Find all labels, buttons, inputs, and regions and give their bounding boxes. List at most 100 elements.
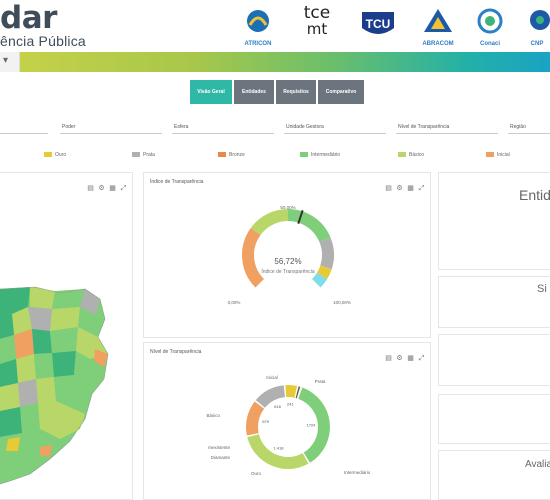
- legend-swatch: [300, 152, 308, 158]
- map-card: ▤ ⚙ ▦ ⤢: [0, 172, 133, 500]
- settings-icon[interactable]: ⚙: [98, 185, 105, 192]
- filter-label: Unidade Gestora: [286, 124, 324, 130]
- filter-esfera[interactable]: Esfera: [172, 120, 274, 136]
- cnp-logo[interactable]: CNP: [524, 6, 550, 47]
- filter-poder[interactable]: Poder: [60, 120, 162, 136]
- entities-title: Entid: [519, 187, 550, 203]
- download-icon[interactable]: ▤: [385, 185, 392, 192]
- legend-label: Intermediário: [311, 152, 341, 158]
- donut-value-label-3: 616: [274, 404, 281, 409]
- legend-item-bronze[interactable]: Bronze: [218, 152, 245, 158]
- side-card-3: [438, 334, 550, 386]
- brand-title: dar: [0, 0, 57, 36]
- tce-mt-logo[interactable]: tce mt: [294, 3, 340, 46]
- cnp-caption: CNP: [530, 41, 544, 47]
- gauge-band-4: [316, 265, 332, 280]
- legend-swatch: [132, 152, 140, 158]
- donut-slice-4[interactable]: [285, 385, 298, 398]
- filter-first[interactable]: [0, 120, 48, 136]
- conaci-caption: Conaci: [479, 41, 500, 47]
- legend-label: Inicial: [497, 152, 510, 158]
- brand-subtitle: ência Pública: [0, 33, 86, 49]
- side-card-5-title: Avalia: [525, 459, 550, 470]
- level-legend: Ouro Prata Bronze Intermediário Básico I…: [0, 150, 550, 164]
- table-icon[interactable]: ▦: [407, 355, 414, 362]
- donut-card-title: Nível de Transparência: [150, 349, 202, 355]
- menu-toggle-icon[interactable]: ▾: [0, 52, 20, 72]
- legend-item-basico[interactable]: Básico: [398, 152, 424, 158]
- legend-swatch: [486, 152, 494, 158]
- transparency-level-donut: 1724 Intermediário 1.418 Básico 679 Inicial 61…: [206, 375, 371, 476]
- expand-icon[interactable]: ⤢: [418, 185, 425, 192]
- gauge-band-5: [311, 272, 328, 288]
- header-gradient-bar: [0, 52, 550, 72]
- legend-item-prata[interactable]: Prata: [132, 152, 155, 158]
- donut-slice-6[interactable]: [297, 387, 302, 399]
- filter-bar: Poder Esfera Unidade Gestora Nível de Tr…: [0, 120, 550, 140]
- expand-icon[interactable]: ⤢: [418, 355, 425, 362]
- donut-slice-5[interactable]: [295, 386, 301, 399]
- download-icon[interactable]: ▤: [385, 355, 392, 362]
- gauge-card-title: Índice de Transparência: [150, 179, 204, 185]
- table-icon[interactable]: ▦: [109, 185, 116, 192]
- gauge-needle: [297, 210, 304, 224]
- donut-value-label-2: 679: [262, 419, 269, 424]
- donut-slice-3[interactable]: [255, 385, 285, 408]
- legend-label: Ouro: [55, 152, 67, 158]
- filter-label: Região: [510, 124, 526, 130]
- gauge-value-label: Índice de Transparência: [261, 268, 315, 275]
- download-icon[interactable]: ▤: [87, 185, 94, 192]
- filter-regiao[interactable]: Região: [508, 120, 550, 136]
- map-card-tools: ▤ ⚙ ▦ ⤢: [83, 177, 127, 192]
- tab-visao-geral[interactable]: Visão Geral: [190, 80, 232, 104]
- expand-icon[interactable]: ⤢: [120, 185, 127, 192]
- donut-category-label-1: Básico: [206, 413, 220, 418]
- legend-item-inicial[interactable]: Inicial: [486, 152, 510, 158]
- donut-category-label-0: Intermediário: [344, 470, 371, 475]
- donut-category-label-3: Prata: [315, 379, 326, 384]
- gauge-band-0: [242, 227, 265, 288]
- atricon-logo[interactable]: ATRICON: [240, 6, 276, 47]
- entities-card: Entid: [438, 172, 550, 270]
- abracom-logo[interactable]: ABRACOM: [420, 6, 456, 47]
- tab-entidades[interactable]: Entidades: [234, 80, 274, 104]
- filter-label: Poder: [62, 124, 76, 130]
- donut-value-label-4: 241: [287, 402, 294, 407]
- legend-swatch: [218, 152, 226, 158]
- tcu-text: TCU: [366, 17, 391, 31]
- conaci-logo[interactable]: Conaci: [470, 6, 510, 47]
- transparency-gauge: 56,72% Índice de Transparência 50,00% 10…: [228, 205, 351, 305]
- tab-comparativo[interactable]: Comparativo: [318, 80, 364, 104]
- donut-category-label-6: Diamante: [211, 455, 231, 460]
- gauge-tick-left: 0,00%: [228, 300, 241, 305]
- filter-label: Esfera: [174, 124, 189, 130]
- donut-card: Nível de Transparência ▤ ⚙ ▦ ⤢ 1724 Intermed…: [143, 342, 431, 500]
- donut-slice-1[interactable]: [247, 434, 309, 469]
- abracom-caption: ABRACOM: [422, 41, 454, 47]
- legend-label: Básico: [409, 152, 425, 158]
- side-card-4: [438, 394, 550, 444]
- partner-logos: ATRICON tce mt TCU ABRACOM Conaci: [238, 3, 550, 47]
- tab-requisitos[interactable]: Requisitos: [276, 80, 316, 104]
- gauge-band-3: [319, 237, 334, 270]
- municipality-map[interactable]: [0, 189, 134, 499]
- donut-slice-0[interactable]: [298, 387, 330, 463]
- settings-icon[interactable]: ⚙: [396, 185, 403, 192]
- tcu-logo[interactable]: TCU: [358, 6, 398, 46]
- side-card-5: Avalia: [438, 450, 550, 500]
- mt-text: mt: [306, 20, 328, 38]
- gauge-card-tools: ▤ ⚙ ▦ ⤢: [381, 177, 425, 192]
- gauge-card: Índice de Transparência ▤ ⚙ ▦ ⤢ 56,72% Índi…: [143, 172, 431, 338]
- filter-unidade-gestora[interactable]: Unidade Gestora: [284, 120, 386, 136]
- tce-text: tce: [303, 3, 331, 23]
- donut-slice-2[interactable]: [246, 401, 265, 436]
- legend-item-ouro[interactable]: Ouro: [44, 152, 66, 158]
- legend-item-intermediario[interactable]: Intermediário: [300, 152, 340, 158]
- table-icon[interactable]: ▦: [407, 185, 414, 192]
- settings-icon[interactable]: ⚙: [396, 355, 403, 362]
- filter-nivel-transparencia[interactable]: Nível de Transparência: [396, 120, 498, 136]
- donut-value-label-0: 1724: [306, 423, 316, 428]
- side-card-2: Si: [438, 276, 550, 328]
- gauge-tick-top: 50,00%: [280, 205, 295, 210]
- filter-label: Nível de Transparência: [398, 124, 450, 130]
